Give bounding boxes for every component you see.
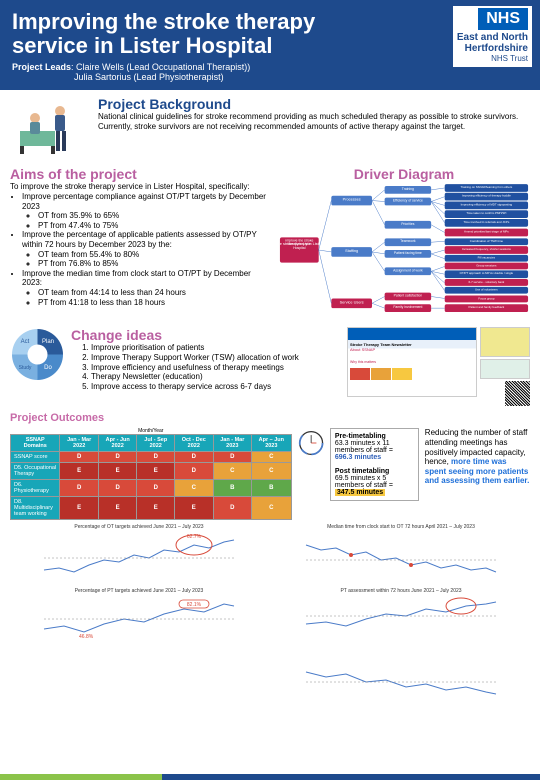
qr-code	[505, 381, 530, 406]
chart-pt-targets: Percentage of PT targets achieved June 2…	[10, 588, 268, 648]
svg-text:Plan: Plan	[42, 339, 54, 345]
footer-bar	[0, 774, 540, 780]
change-ideas-section: Plan Do Study Act Change ideas Improve p…	[0, 323, 540, 410]
project-leads: Project Leads: Claire Wells (Lead Occupa…	[12, 62, 528, 82]
svg-text:Do: Do	[44, 365, 52, 371]
nhs-logo-block: NHS East and North Hertfordshire NHS Tru…	[453, 6, 532, 67]
trust-line1: East and North	[457, 32, 528, 43]
page-title: Improving the stroke therapy service in …	[12, 10, 392, 58]
svg-text:62.7%: 62.7%	[187, 534, 202, 540]
header: NHS East and North Hertfordshire NHS Tru…	[0, 0, 540, 90]
chart-pt-72h: PT assessment within 72 hours June 2021 …	[272, 588, 530, 648]
newsletter-thumbnail: Stroke Therapy Team Newsletter About SSN…	[347, 327, 477, 397]
background-section: Project Background National clinical gui…	[0, 90, 540, 162]
ssnap-matrix: Month/Year SSNAP DomainsJan - Mar 2022Ap…	[10, 428, 292, 520]
svg-text:Act: Act	[21, 339, 30, 345]
change-list: Improve prioritisation of patients Impro…	[71, 343, 341, 391]
trust-line3: NHS Trust	[457, 54, 528, 63]
svg-text:Study: Study	[19, 365, 32, 371]
change-heading: Change ideas	[71, 327, 341, 343]
timing-box: Pre-timetabling 63.3 minutes x 11 member…	[330, 428, 419, 501]
charts-grid: Percentage of OT targets achieved June 2…	[0, 522, 540, 714]
driver-diagram: Improve the stroke therapy in Lister Hos…	[278, 182, 530, 317]
aims-heading: Aims of the project	[10, 166, 270, 182]
background-heading: Project Background	[98, 96, 530, 112]
outcomes-heading: Project Outcomes	[0, 410, 540, 426]
driver-section: Driver Diagram Improve the stroke therap…	[278, 166, 530, 319]
trust-line2: Hertfordshire	[457, 43, 528, 54]
aims-section: Aims of the project To improve the strok…	[10, 166, 270, 319]
therapy-illustration	[10, 96, 90, 156]
chart-ot-targets: Percentage of OT targets achieved June 2…	[10, 524, 268, 584]
chart-median-ot: Median time from clock start to OT 72 ho…	[272, 524, 530, 584]
pdsa-cycle-icon: Plan Do Study Act	[10, 327, 65, 382]
svg-text:46.8%: 46.8%	[79, 634, 94, 640]
clock-icon	[298, 428, 324, 458]
reduce-text: Reducing the number of staff attending m…	[425, 428, 530, 486]
nhs-logo: NHS	[478, 8, 528, 30]
background-text: National clinical guidelines for stroke …	[98, 112, 530, 131]
svg-text:82.1%: 82.1%	[187, 602, 202, 608]
chart-pt-time	[272, 652, 530, 712]
driver-heading: Driver Diagram	[278, 166, 530, 182]
